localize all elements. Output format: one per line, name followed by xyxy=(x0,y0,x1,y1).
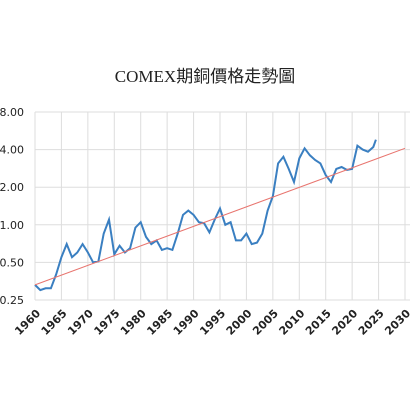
x-tick-label: 1980 xyxy=(118,307,149,338)
x-tick-label: 2025 xyxy=(356,307,387,338)
chart-title: COMEX期銅價格走勢圖 xyxy=(115,67,295,86)
x-tick-label: 1965 xyxy=(39,307,70,338)
data-line xyxy=(34,147,406,286)
x-tick-label: 1975 xyxy=(92,307,123,338)
x-tick-label: 2030 xyxy=(382,307,410,338)
x-tick-label: 1960 xyxy=(12,307,43,338)
x-tick-label: 1995 xyxy=(197,307,228,338)
x-tick-label: 2010 xyxy=(277,307,308,338)
data-line xyxy=(34,139,377,292)
x-tick-label: 1970 xyxy=(65,307,96,338)
x-tick-label: 1985 xyxy=(144,307,175,338)
y-tick-label: 4.00 xyxy=(0,144,24,157)
x-tick-label: 2005 xyxy=(250,307,281,338)
x-tick-label: 2015 xyxy=(303,307,334,338)
y-tick-label: 1.00 xyxy=(0,219,24,232)
y-tick-label: 0.50 xyxy=(0,256,24,269)
x-tick-label: 1990 xyxy=(171,307,202,338)
y-tick-label: 0.25 xyxy=(0,294,24,307)
x-tick-label: 2020 xyxy=(329,307,360,338)
x-tick-label: 2000 xyxy=(224,307,255,338)
y-tick-label: 8.00 xyxy=(0,106,24,119)
y-tick-label: 2.00 xyxy=(0,181,24,194)
